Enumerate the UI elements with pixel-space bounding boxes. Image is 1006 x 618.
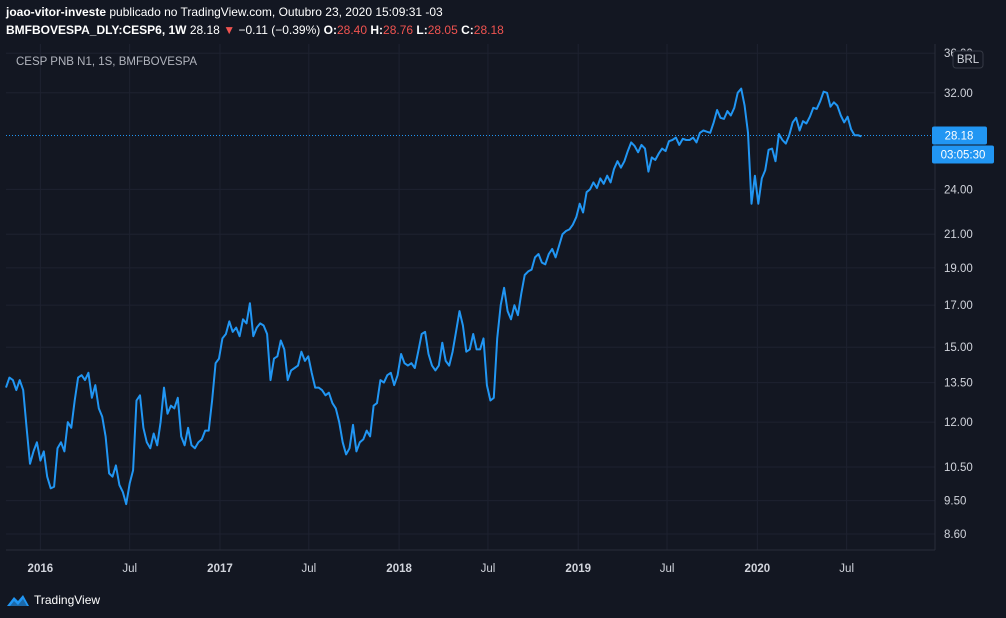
x-gridlines [39,44,848,550]
footer: TradingView [6,591,100,609]
y-tick-label: 10.50 [944,462,973,474]
tradingview-logo-icon[interactable] [6,593,30,607]
close-label: C: [461,23,474,37]
last-price: 28.18 [189,23,220,37]
y-tick-label: 15.00 [944,342,973,354]
y-axis-labels: 8.60 9.50 10.50 12.00 13.50 15.00 17.00 19.00 21… [944,48,973,541]
currency-badge[interactable]: BRL [952,50,984,69]
x-tick-label: 2019 [565,563,591,575]
x-tick-label: Jul [301,563,316,575]
y-tick-label: 8.60 [944,529,966,541]
price-tag: 28.18 [932,126,987,145]
change-down-icon: ▼ [223,23,236,37]
publish-info: joao-vitor-investe publicado no TradingV… [6,4,504,20]
y-tick-label: 21.00 [944,229,973,241]
low-label: L: [416,23,428,37]
symbol-name: BMFBOVESPA_DLY:CESP6, 1W [6,23,187,37]
author-name[interactable]: joao-vitor-investe [6,5,107,19]
countdown-tag: 03:05:30 [932,145,994,164]
y-tick-label: 24.00 [944,184,973,196]
low-value: 28.05 [427,23,458,37]
x-tick-label: Jul [122,563,137,575]
chart-header: joao-vitor-investe publicado no TradingV… [6,4,504,38]
y-tick-label: 19.00 [944,263,973,275]
symbol-info: BMFBOVESPA_DLY:CESP6, 1W 28.18 ▼ −0.11 (… [6,22,504,38]
published-text: publicado no TradingView.com, Outubro 23… [109,5,443,19]
y-tick-label: 13.50 [944,378,973,390]
price-change: −0.11 (−0.39%) [238,23,321,37]
y-tick-label: 17.00 [944,300,973,312]
x-tick-label: Jul [839,563,854,575]
x-tick-label: 2020 [745,563,771,575]
countdown-label: 03:05:30 [941,149,986,161]
y-tick-label: 12.00 [944,417,973,429]
open-label: O: [323,23,337,37]
y-gridlines [6,52,935,535]
high-label: H: [370,23,384,37]
price-chart[interactable]: 8.60 9.50 10.50 12.00 13.50 15.00 17.00 19.00 21… [0,44,1006,588]
x-tick-label: Jul [660,563,675,575]
footer-brand[interactable]: TradingView [34,593,101,607]
x-axis-labels: 2016 Jul 2017 Jul 2018 Jul 2019 Jul 2020 Jul [28,563,854,575]
price-tag-label: 28.18 [945,130,974,142]
x-tick-label: 2017 [207,563,233,575]
x-tick-label: 2018 [386,563,412,575]
x-tick-label: Jul [481,563,496,575]
x-tick-label: 2016 [28,563,54,575]
high-value: 28.76 [383,23,414,37]
open-value: 28.40 [336,23,367,37]
chart-legend: CESP PNB N1, 1S, BMFBOVESPA [16,56,197,68]
close-value: 28.18 [473,23,504,37]
currency-label: BRL [957,54,980,66]
price-line [5,87,862,506]
y-tick-label: 9.50 [944,496,966,508]
y-tick-label: 32.00 [944,88,973,100]
chart-area[interactable]: 8.60 9.50 10.50 12.00 13.50 15.00 17.00 19.00 21… [0,44,1006,588]
